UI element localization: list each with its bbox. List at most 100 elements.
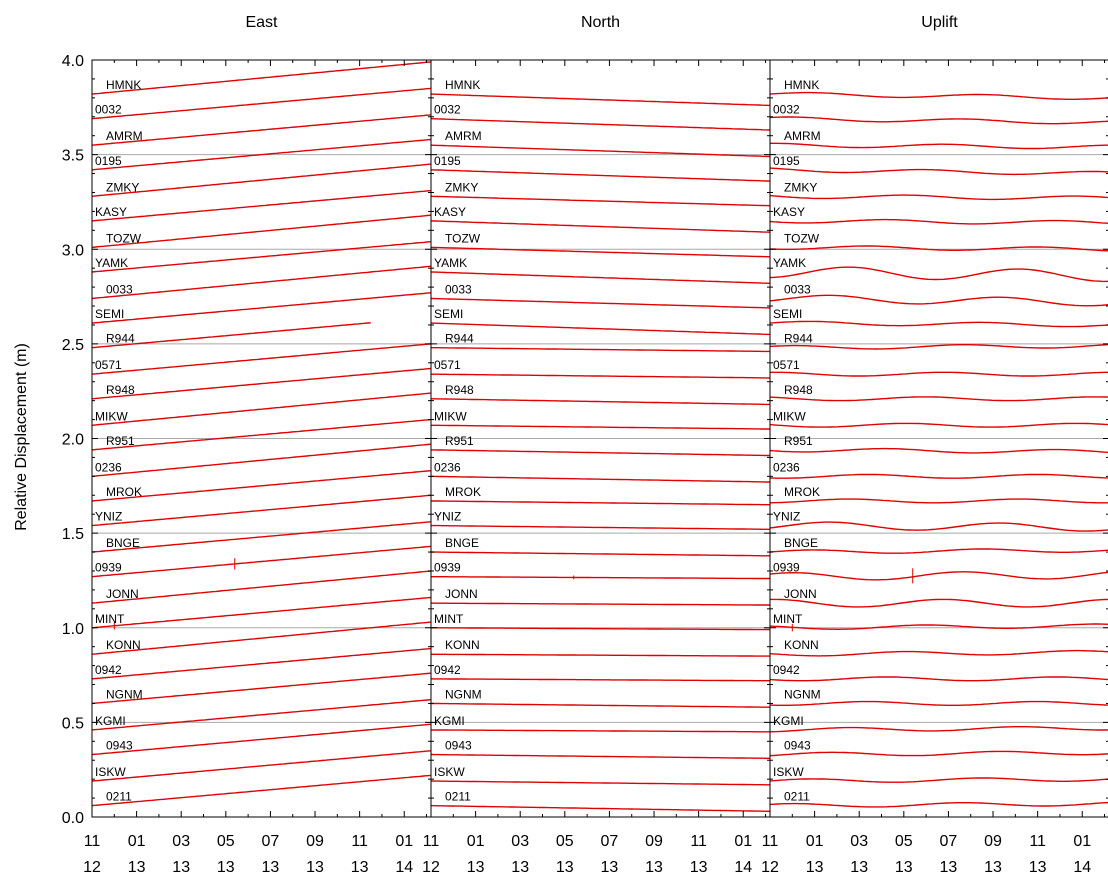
station-label: ZMKY — [784, 180, 817, 194]
series-line — [91, 647, 432, 680]
series-line — [769, 726, 1108, 733]
station-label: NGNM — [784, 687, 821, 701]
station-label: AMRM — [445, 129, 482, 143]
station-label: 0939 — [773, 561, 800, 575]
x-tick-year: 13 — [306, 859, 324, 876]
station-label: KONN — [784, 638, 819, 652]
series-line — [430, 780, 770, 786]
station-label: 0211 — [445, 790, 471, 804]
series-line — [431, 398, 770, 406]
series-line — [769, 245, 1108, 252]
series-line — [430, 602, 770, 606]
series-line — [91, 265, 432, 300]
x-tick-month: 01 — [1073, 833, 1091, 850]
x-tick-year: 13 — [262, 859, 280, 876]
series-line — [91, 494, 432, 527]
station-label: MROK — [784, 485, 820, 499]
series-line — [770, 598, 1108, 608]
station-label: KASY — [95, 205, 127, 219]
station-label: AMRM — [784, 129, 821, 143]
series-line — [91, 596, 432, 629]
y-tick-label: 3.0 — [62, 242, 84, 259]
x-tick-month: 07 — [940, 833, 958, 850]
series-line — [769, 777, 1108, 783]
x-tick-month: 09 — [645, 833, 663, 850]
station-label: 0942 — [95, 663, 122, 677]
series-line — [430, 144, 771, 158]
x-tick-month: 07 — [262, 833, 280, 850]
station-label: 0942 — [773, 663, 800, 677]
station-label: 0033 — [445, 282, 472, 296]
station-label: MINT — [95, 612, 125, 626]
series-line — [430, 169, 771, 182]
x-tick-month: 05 — [556, 833, 574, 850]
series-line — [769, 343, 1108, 350]
station-label: 0195 — [95, 154, 122, 168]
station-label: 0571 — [434, 358, 461, 372]
series-line — [91, 292, 432, 324]
station-label: MIKW — [773, 409, 806, 423]
x-tick-month: 09 — [984, 833, 1002, 850]
series-line — [91, 699, 432, 731]
y-tick-label: 1.0 — [62, 621, 84, 638]
station-label: TOZW — [784, 231, 820, 245]
x-tick-month: 01 — [806, 833, 824, 850]
x-tick-year: 13 — [556, 859, 574, 876]
x-tick-month: 11 — [423, 833, 440, 850]
series-line — [431, 702, 770, 708]
station-label: SEMI — [434, 307, 463, 321]
series-line — [431, 373, 770, 379]
station-label: 0033 — [784, 282, 811, 296]
station-label: ZMKY — [106, 180, 139, 194]
station-label: ISKW — [95, 765, 126, 779]
series-line — [769, 750, 1108, 757]
station-label: MIKW — [434, 409, 467, 423]
x-tick-year: 12 — [761, 859, 779, 876]
series-line — [91, 521, 432, 553]
station-label: MINT — [773, 612, 803, 626]
station-label: R944 — [106, 332, 135, 346]
station-label: TOZW — [445, 231, 481, 245]
station-label: R948 — [106, 383, 135, 397]
series-line — [430, 271, 771, 284]
x-tick-year: 13 — [690, 859, 708, 876]
x-tick-month: 11 — [762, 833, 779, 850]
series-line — [430, 729, 770, 733]
station-label: KONN — [106, 638, 141, 652]
y-tick-label: 4.0 — [62, 53, 84, 70]
station-label: R944 — [445, 332, 474, 346]
series-line — [430, 804, 770, 812]
x-tick-month: 01 — [734, 833, 752, 850]
x-tick-month: 05 — [895, 833, 913, 850]
station-label: R951 — [784, 434, 813, 448]
series-line — [770, 371, 1108, 377]
x-tick-year: 14 — [1073, 859, 1091, 876]
station-label: MROK — [106, 485, 142, 499]
series-line — [770, 142, 1108, 150]
series-line — [91, 774, 432, 807]
station-label: 0236 — [773, 460, 800, 474]
series-line — [769, 521, 1108, 532]
series-line — [769, 266, 1108, 283]
series-line — [769, 447, 1108, 454]
station-label: 0943 — [445, 739, 472, 753]
y-tick-label: 2.5 — [62, 337, 84, 354]
series-line — [769, 548, 1108, 554]
series-line — [91, 392, 432, 426]
series-line — [430, 678, 770, 682]
x-tick-year: 12 — [422, 859, 440, 876]
series-line — [91, 570, 432, 604]
series-line — [430, 653, 770, 657]
series-line — [91, 367, 432, 400]
series-line — [430, 93, 771, 107]
series-line — [91, 61, 432, 95]
station-label: JONN — [445, 587, 478, 601]
station-label: 0236 — [434, 460, 461, 474]
station-label: 0033 — [106, 282, 133, 296]
x-tick-year: 14 — [734, 859, 752, 876]
series-line — [431, 500, 770, 506]
station-label: KGMI — [434, 714, 465, 728]
series-line — [91, 114, 432, 146]
station-label: HMNK — [445, 78, 480, 92]
x-tick-year: 13 — [128, 859, 146, 876]
